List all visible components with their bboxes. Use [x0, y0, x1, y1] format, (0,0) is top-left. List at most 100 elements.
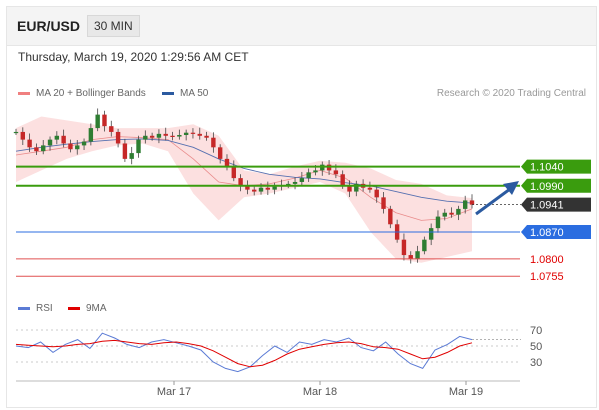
candle-body: [286, 183, 291, 186]
rsi-series-1: [15, 339, 473, 368]
candle: [109, 120, 114, 137]
legend-rsi: RSI: [18, 303, 53, 314]
candle-body: [68, 143, 73, 150]
candle-body: [449, 212, 454, 215]
timeframe-badge[interactable]: 30 MIN: [87, 15, 140, 37]
candle-body: [435, 216, 441, 229]
candle: [408, 251, 413, 264]
candle: [442, 208, 447, 221]
candle-body: [469, 200, 475, 205]
candle: [428, 223, 434, 246]
candle: [197, 127, 202, 140]
candle: [435, 210, 441, 233]
rsi-swatch: [18, 306, 30, 310]
candle-body: [149, 135, 155, 138]
candle: [47, 136, 53, 151]
level-label: 1.0870: [530, 227, 564, 239]
candle: [292, 177, 298, 190]
candle-body: [422, 239, 427, 252]
candle: [354, 180, 359, 197]
candle-body: [136, 139, 141, 154]
candle-body: [88, 128, 94, 142]
level-label: 1.0800: [530, 254, 564, 266]
candle: [163, 127, 168, 141]
candle: [102, 110, 107, 132]
candle: [61, 129, 66, 148]
candle-body: [170, 135, 175, 137]
candle-body: [47, 139, 53, 146]
candle-body: [408, 255, 413, 259]
candle: [143, 130, 148, 144]
candle: [422, 236, 427, 255]
candle-body: [102, 114, 107, 127]
candle-body: [156, 133, 162, 138]
candle: [306, 168, 311, 182]
candle-body: [367, 187, 373, 190]
candle-body: [61, 135, 66, 144]
level-label: 1.1040: [530, 162, 564, 174]
chart-header: EUR/USD 30 MIN: [7, 7, 596, 46]
candle: [469, 194, 475, 209]
candle-body: [401, 239, 407, 256]
candle: [217, 144, 223, 164]
candle-body: [183, 132, 189, 136]
candle: [381, 191, 386, 214]
candle: [27, 133, 32, 152]
candle-body: [381, 197, 386, 209]
candle: [190, 128, 196, 139]
level-tag: [521, 178, 591, 193]
candle-body: [292, 181, 298, 184]
candle: [347, 180, 352, 197]
candle: [13, 128, 19, 136]
candle-body: [231, 166, 236, 179]
ma9-swatch: [68, 306, 80, 310]
candle: [456, 205, 461, 221]
candle: [81, 138, 87, 151]
candle: [68, 139, 73, 153]
candle-body: [27, 139, 32, 148]
candle: [156, 129, 162, 144]
bollinger-band: [16, 116, 472, 263]
candle: [170, 131, 175, 141]
candle-body: [388, 208, 393, 225]
candle-body: [347, 185, 352, 192]
candle: [41, 140, 46, 155]
ma50-line: [15, 138, 473, 204]
candle-body: [177, 135, 182, 137]
candle-body: [129, 153, 134, 159]
candle: [177, 129, 182, 140]
candle-body: [41, 145, 46, 152]
candle: [211, 132, 216, 153]
level-label: 1.0990: [530, 181, 564, 193]
candle: [286, 180, 291, 189]
candle-body: [75, 145, 80, 150]
candle: [238, 174, 243, 192]
candle-body: [95, 114, 100, 129]
candle-body: [122, 143, 128, 159]
rsi-tick-label: 70: [530, 325, 542, 337]
candle-body: [462, 200, 468, 209]
ma50-swatch: [162, 91, 174, 95]
level-tag: [521, 159, 591, 174]
candle-body: [143, 135, 148, 140]
candle: [245, 180, 250, 195]
candle: [224, 154, 230, 171]
candle-body: [428, 228, 434, 240]
candle: [75, 140, 80, 155]
candle-body: [306, 172, 311, 179]
candle: [299, 171, 305, 187]
legend-ma50-label: MA 50: [180, 88, 209, 99]
candle-body: [204, 135, 209, 138]
candle: [265, 181, 271, 196]
x-tick-label: Mar 18: [303, 386, 337, 398]
candle: [183, 129, 189, 141]
candle: [136, 135, 141, 158]
candle-body: [340, 174, 345, 186]
legend-bollinger: MA 20 + Bollinger Bands: [18, 88, 146, 99]
candle-body: [238, 178, 243, 186]
current-price-tag: [521, 197, 591, 212]
candle: [388, 205, 393, 229]
candle: [415, 245, 420, 263]
legend-ma50: MA 50: [162, 88, 208, 99]
forecast-arrow-head: [503, 181, 519, 195]
